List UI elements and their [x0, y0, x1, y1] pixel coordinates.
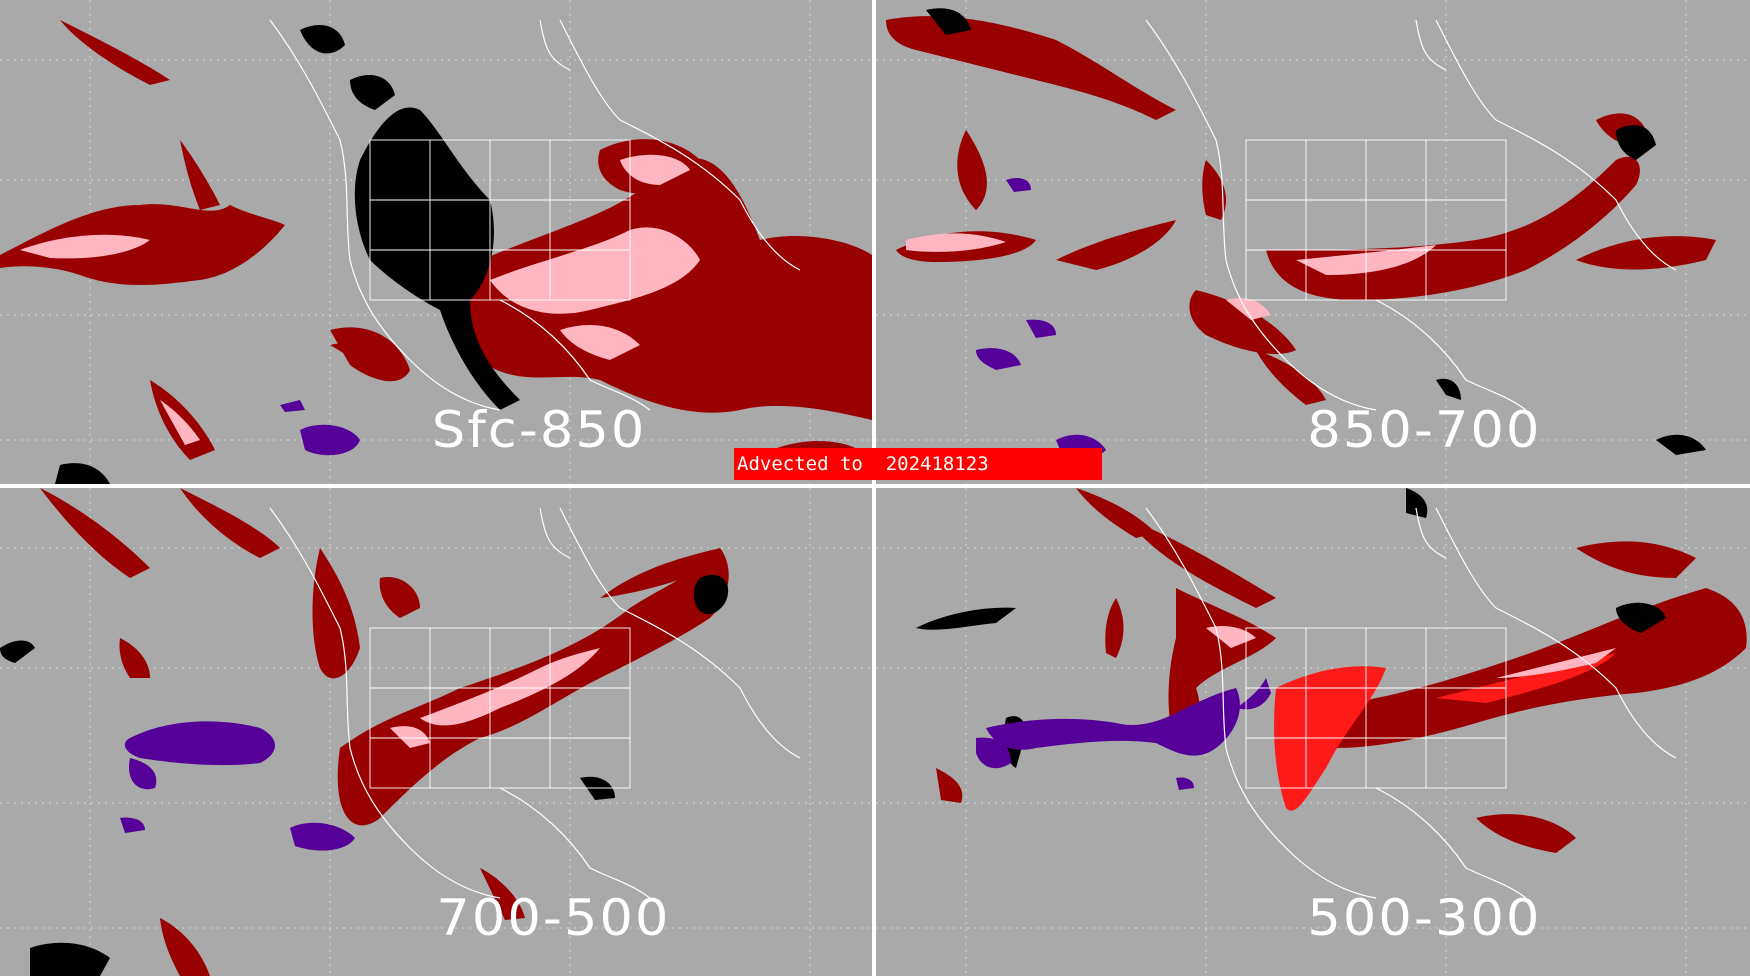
cloud-black — [55, 25, 520, 484]
state-borders — [1245, 139, 1507, 301]
advected-timestamp-banner: Advected to 202418123 — [734, 448, 1102, 480]
map-panel-500-300: 500-300 — [876, 488, 1750, 976]
layer-label-850-700: 850-700 — [1307, 401, 1542, 459]
state-borders — [1245, 627, 1507, 789]
layer-label-700-500: 700-500 — [436, 889, 671, 947]
coastline-map — [269, 19, 801, 411]
cloud-purple — [280, 400, 360, 456]
cloud-pink — [20, 154, 700, 445]
layer-label-sfc-850: Sfc-850 — [431, 401, 647, 459]
cloud-purple — [120, 721, 355, 851]
map-canvas-700-500 — [0, 488, 872, 976]
coastline-map — [1145, 19, 1677, 411]
map-panel-sfc-850: Sfc-850 — [0, 0, 872, 484]
map-canvas-850-700 — [876, 0, 1750, 484]
cloud-purple — [976, 678, 1271, 790]
cloud-pink — [1206, 626, 1616, 678]
cloud-black — [926, 8, 1706, 455]
layer-label-500-300: 500-300 — [1307, 889, 1542, 947]
map-panel-850-700: 850-700 — [876, 0, 1750, 484]
state-borders — [369, 139, 631, 301]
coastline-map — [269, 507, 801, 899]
cloud-pink — [390, 648, 600, 748]
graticule — [0, 488, 872, 976]
map-canvas-500-300 — [876, 488, 1750, 976]
map-panel-700-500: 700-500 — [0, 488, 872, 976]
vertical-divider — [872, 0, 876, 976]
coastline-map — [1145, 507, 1677, 899]
horizontal-divider — [0, 484, 1750, 488]
state-borders — [369, 627, 631, 789]
